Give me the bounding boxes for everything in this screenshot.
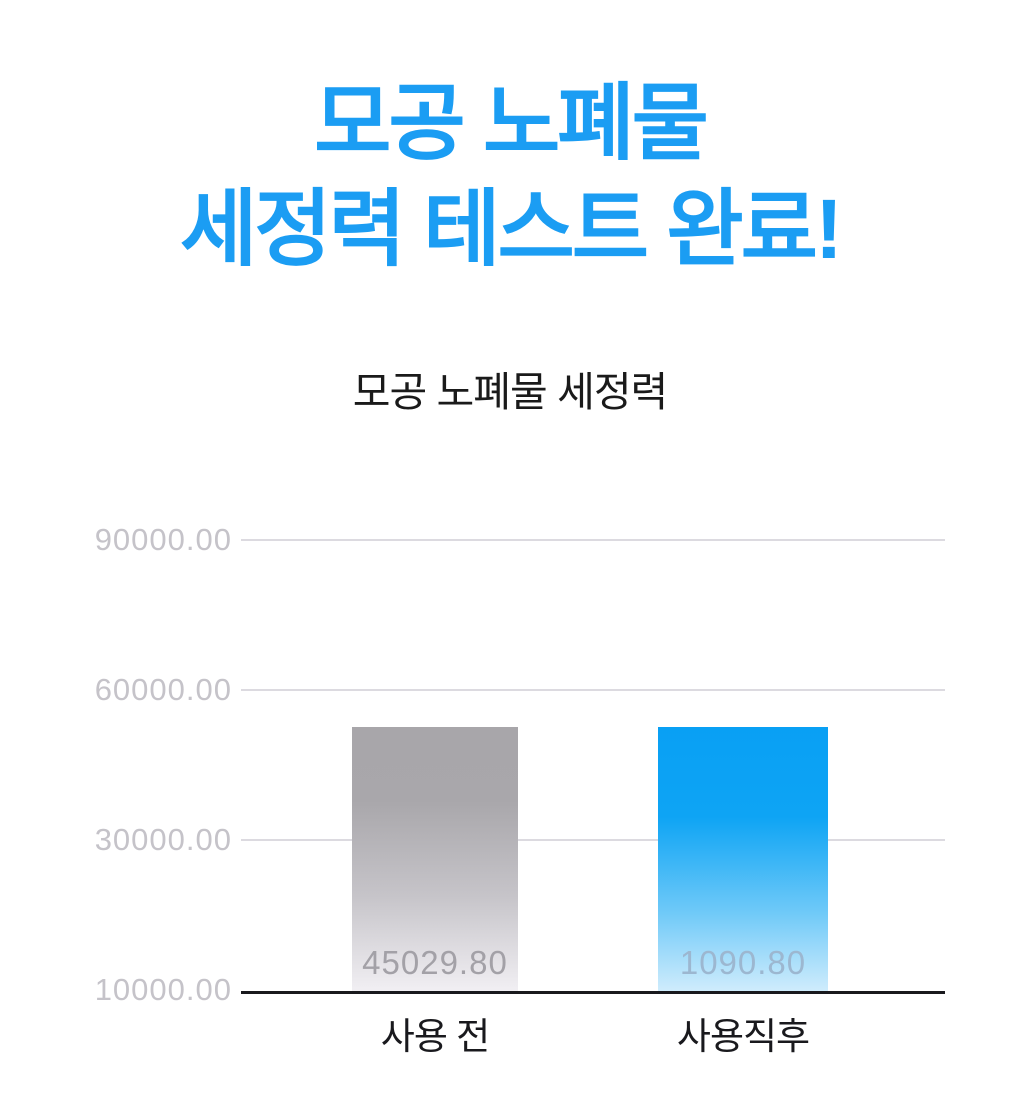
chart-title: 모공 노폐물 세정력 xyxy=(352,369,669,415)
y-tick-label-60000: 60000.00 xyxy=(94,672,232,707)
gridline-60000 xyxy=(241,689,945,691)
bar-value-label-after: 1090.80 xyxy=(679,944,807,981)
x-category-label-after: 사용직후 xyxy=(676,1016,810,1057)
gridline-90000 xyxy=(241,539,945,541)
main-title-line-1: 모공 노폐물 xyxy=(314,76,709,170)
main-title: 모공 노폐물 세정력 테스트 완료! xyxy=(0,70,1020,282)
y-tick-label-90000: 90000.00 xyxy=(94,522,232,557)
bar-after-use: 1090.80 xyxy=(658,727,828,991)
gridline-30000 xyxy=(241,839,945,841)
x-category-label-before: 사용 전 xyxy=(380,1016,490,1057)
y-tick-label-10000: 10000.00 xyxy=(94,972,232,1007)
y-tick-label-30000: 30000.00 xyxy=(94,822,232,857)
main-title-line-2: 세정력 테스트 완료! xyxy=(180,182,843,276)
bar-value-label-before: 45029.80 xyxy=(362,944,508,981)
bar-before-use: 45029.80 xyxy=(352,727,518,991)
x-axis-line xyxy=(241,991,945,994)
